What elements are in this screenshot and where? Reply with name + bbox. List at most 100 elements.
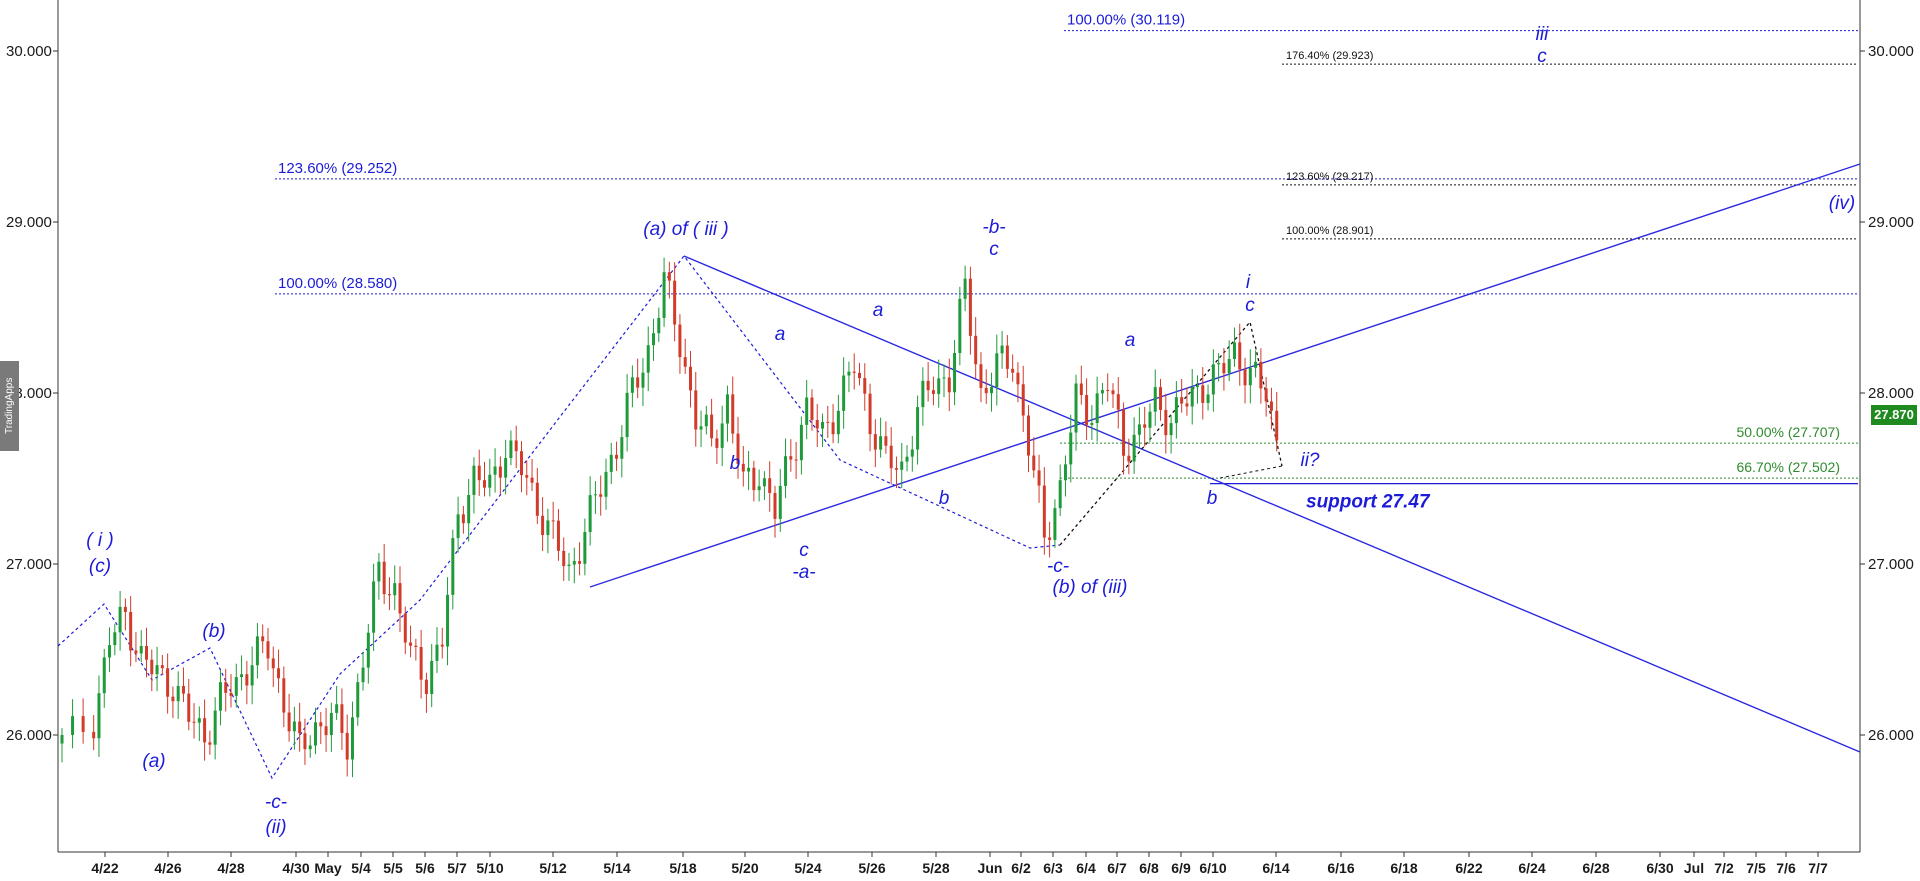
fib-level-label-green: 66.70% (27.502) (1736, 459, 1840, 475)
candle-body (884, 436, 888, 446)
candle-body (1185, 403, 1189, 407)
candle-body (815, 420, 819, 429)
candle-body (710, 414, 714, 439)
candle-body (1005, 345, 1009, 369)
candle-body (245, 674, 249, 686)
x-tick-label: 7/5 (1746, 860, 1766, 876)
candle-body (403, 613, 407, 643)
candle-body (451, 538, 455, 595)
x-tick-label: 5/28 (922, 860, 949, 876)
candle-body (345, 732, 349, 760)
candle-body (995, 353, 999, 388)
candle-body (567, 564, 571, 567)
candle-body (842, 375, 846, 411)
candle-body (250, 665, 254, 686)
candle-body (551, 520, 555, 522)
candle-body (1190, 387, 1194, 407)
x-tick-label: 6/24 (1518, 860, 1545, 876)
candle-body (593, 494, 597, 496)
watermark-badge: TradingApps (0, 361, 19, 451)
wave-label: iii (1536, 24, 1549, 45)
candle-body (821, 421, 825, 429)
x-tick-label: 6/14 (1262, 860, 1289, 876)
candle-body (461, 514, 465, 524)
candle-body (773, 492, 777, 519)
candle-body (583, 531, 587, 564)
candle-body (604, 471, 608, 497)
candle-body (1217, 363, 1221, 365)
candle-body (1264, 388, 1268, 402)
candle-body (1137, 424, 1141, 435)
candle-body (784, 456, 788, 486)
y-tick-label-right: 29.000 (1868, 214, 1914, 231)
candle-body (488, 474, 492, 488)
candle-body (953, 352, 957, 393)
candle-body (118, 606, 122, 633)
candle-body (873, 434, 877, 450)
candle-body (192, 721, 196, 723)
candle-body (588, 495, 592, 532)
candle-body (129, 611, 133, 651)
candle-body (387, 594, 391, 596)
candle-body (720, 423, 724, 448)
candle-body (181, 686, 185, 694)
candle-body (504, 458, 508, 478)
candle-body (377, 561, 381, 582)
candle-body (556, 520, 560, 551)
candle-body (657, 317, 661, 334)
x-tick-label: 5/12 (539, 860, 566, 876)
candle-body (366, 632, 370, 668)
candle-body (741, 463, 745, 472)
candle-body (483, 480, 487, 488)
candle-body (113, 632, 117, 646)
candle-body (1243, 369, 1247, 386)
candle-body (382, 561, 386, 595)
x-tick-label: May (314, 860, 341, 876)
x-tick-label: 4/22 (91, 860, 118, 876)
y-tick-label-right: 26.000 (1868, 727, 1914, 744)
candle-body (108, 645, 112, 658)
x-tick-label: 4/26 (154, 860, 181, 876)
candle-body (1201, 385, 1205, 403)
candle-body (836, 410, 840, 435)
wave-label: ( i ) (86, 530, 113, 551)
x-tick-label: 5/24 (794, 860, 821, 876)
candle-body (678, 324, 682, 358)
candle-body (747, 467, 751, 472)
candle-body (424, 679, 428, 695)
x-tick-label: 5/4 (351, 860, 371, 876)
candle-body (498, 466, 502, 478)
candle-body (1275, 410, 1279, 441)
candle-body (271, 658, 275, 669)
candle-body (894, 468, 898, 470)
candle-body (1069, 432, 1073, 465)
candle-body (477, 465, 481, 481)
candle-body (1180, 397, 1184, 404)
candle-body (926, 380, 930, 391)
x-tick-label: 5/18 (669, 860, 696, 876)
candle-body (715, 438, 719, 448)
candle-body (519, 451, 523, 476)
wave-zigzag (57, 255, 1061, 780)
fib-level-label-green: 50.00% (27.707) (1736, 424, 1840, 440)
fib-level-label: 100.00% (30.119) (1067, 12, 1185, 29)
candle-body (768, 478, 772, 493)
candle-body (92, 731, 96, 739)
wave-label: (a) of ( iii ) (643, 219, 729, 240)
x-tick-label: 6/7 (1107, 860, 1127, 876)
trendline-rising (589, 163, 1861, 588)
candle-body (704, 414, 708, 427)
candle-body (1000, 345, 1004, 354)
candle-body (102, 657, 106, 694)
candle-body (1106, 390, 1110, 392)
x-tick-label: Jul (1684, 860, 1704, 876)
candle-body (319, 722, 323, 727)
candle-body (757, 486, 761, 491)
candle-body (71, 716, 75, 735)
candle-body (1021, 384, 1025, 416)
candle-body (916, 407, 920, 450)
x-tick-label: 4/30 (282, 860, 309, 876)
candle-body (641, 372, 645, 388)
y-tick-label-right: 30.000 (1868, 43, 1914, 60)
